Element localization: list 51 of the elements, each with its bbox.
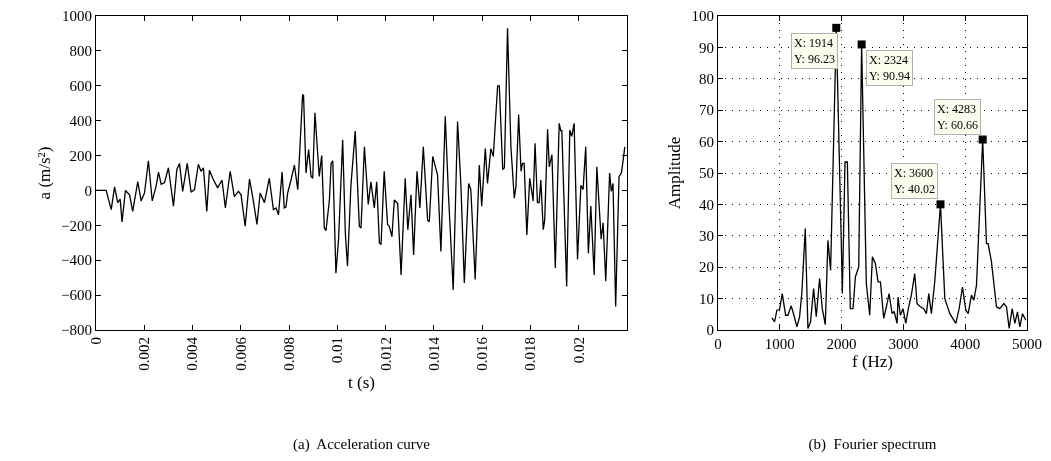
y-tick-label: 100 [691,8,714,25]
x-tick-label: 0.02 [570,337,587,364]
y-tick-label: 600 [69,78,92,95]
y-tick-label: 20 [699,259,714,276]
x-axis-title: f (Hz) [851,352,894,372]
y-tick-label: 0 [706,322,714,339]
y-tick-label: 30 [699,228,714,245]
x-tick-label: 0.004 [184,336,201,371]
y-tick-label: −200 [61,217,92,234]
y-tick-label: 80 [699,71,714,88]
point [936,200,945,209]
y-tick-label: 70 [699,102,714,119]
y-tick-label: 800 [69,43,92,60]
x-tick-label: 0.002 [136,337,153,371]
y-axis-title: Amplitude [665,136,685,210]
y-tick-label: 400 [69,112,92,129]
y-tick-label: 10 [699,290,714,307]
point [832,23,841,32]
x-tick-label: 0.01 [329,337,346,364]
y-tick-label: −800 [61,322,92,339]
y-tick-label: 50 [699,165,714,182]
x-tick-label: 0.008 [280,337,297,371]
y-tick-label: 40 [699,196,714,213]
x-tick-label: 0.014 [425,336,442,371]
point [978,135,987,144]
annotation: X: 1914 Y: 96.23 [794,36,835,66]
point [857,40,866,49]
x-tick-label: 5000 [1012,336,1042,352]
annotation: X: 4283 Y: 60.66 [937,102,978,132]
y-tick-label: 200 [69,147,92,164]
x-tick-label: 1000 [764,336,795,352]
x-tick-label: 0.016 [474,336,491,371]
y-tick-label: −400 [61,252,92,269]
x-axis-title: t (s) [348,373,375,393]
x-tick-label: 3000 [888,336,919,352]
y-tick-label: 0 [84,182,92,199]
x-tick-label: 2000 [826,336,857,352]
y-tick-label: 1000 [62,8,92,25]
text: (a) Acceleration curve [293,436,431,454]
x-tick-label: 0.012 [377,337,394,371]
x-tick-label: 0 [87,337,104,345]
y-tick-label: −600 [61,287,92,304]
x-tick-label: 0.006 [232,336,249,371]
y-tick-label: 90 [699,39,714,56]
annotation: X: 2324 Y: 90.94 [869,53,910,83]
y-tick-label: 60 [699,133,714,150]
x-tick-label: 4000 [950,336,981,352]
y-axis-title: a (m/s²) [34,146,54,200]
x-tick-label: 0.018 [522,337,539,371]
text: (b) Fourier spectrum [808,436,937,454]
annotation: X: 3600 Y: 40.02 [894,166,935,196]
